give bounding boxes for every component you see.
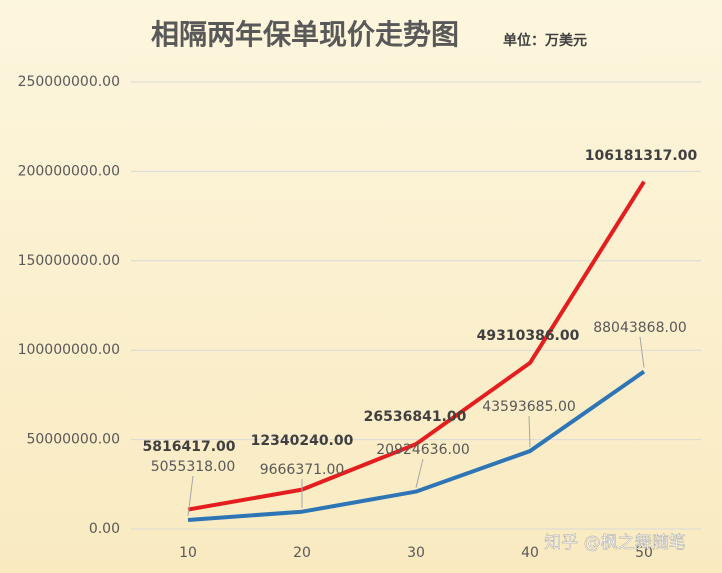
watermark: 知乎 @枫之舞随笔 <box>544 533 685 553</box>
chart-subtitle: 单位：万美元 <box>503 32 587 49</box>
data-label: 88043868.00 <box>593 320 687 336</box>
data-label: 106181317.00 <box>585 148 698 164</box>
x-tick-label: 50 <box>635 545 653 561</box>
chart-title: 相隔两年保单现价走势图 <box>151 18 459 51</box>
data-label: 12340240.00 <box>251 433 354 449</box>
leader-line <box>187 475 194 517</box>
y-tick-label: 100000000.00 <box>18 342 120 358</box>
x-tick-label: 30 <box>407 545 425 561</box>
x-tick-label: 10 <box>179 545 197 561</box>
data-label: 26536841.00 <box>364 409 467 425</box>
data-label: 20924636.00 <box>376 442 470 458</box>
leader-line <box>528 415 531 448</box>
y-tick-label: 150000000.00 <box>18 253 120 269</box>
y-tick-label: 50000000.00 <box>26 432 120 448</box>
data-label: 49310386.00 <box>477 328 580 344</box>
data-label: 5055318.00 <box>151 459 236 475</box>
series-line <box>187 369 646 522</box>
series-line <box>187 180 646 512</box>
leader-line <box>415 458 424 488</box>
x-tick-label: 20 <box>293 545 311 561</box>
y-tick-label: 200000000.00 <box>18 163 120 179</box>
y-tick-label: 0.00 <box>89 521 120 537</box>
y-tick-label: 250000000.00 <box>18 74 120 90</box>
data-label: 43593685.00 <box>482 399 576 415</box>
data-label: 5816417.00 <box>143 439 236 455</box>
data-label: 9666371.00 <box>260 462 345 478</box>
leader-line <box>639 336 645 368</box>
x-tick-label: 40 <box>521 545 539 561</box>
